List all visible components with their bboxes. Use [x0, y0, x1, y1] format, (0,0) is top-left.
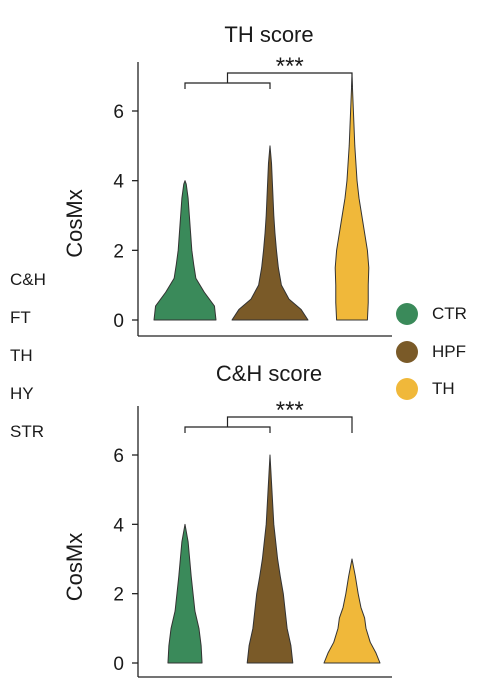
- y-tick-label: 2: [113, 585, 124, 606]
- significance-bracket-outer: [226, 72, 353, 87]
- y-tick-label: 6: [113, 102, 124, 123]
- violin-hpf: [246, 454, 294, 664]
- legend-item-ctr: CTR: [396, 302, 467, 326]
- y-axis-label: CosMx: [62, 189, 87, 257]
- violin-th: [334, 75, 370, 321]
- legend-label-hpf: HPF: [432, 342, 466, 361]
- side-label-ch: C&H: [10, 270, 46, 289]
- side-label-hy: HY: [10, 384, 34, 403]
- y-tick-label: 4: [113, 515, 124, 536]
- violin-th: [323, 558, 381, 664]
- significance-bracket-outer: [226, 416, 353, 433]
- y-tick-label: 0: [113, 654, 124, 675]
- significance-stars: ***: [276, 397, 304, 424]
- legend-item-th: TH: [396, 377, 455, 401]
- significance-bracket-inner: [184, 426, 271, 433]
- legend-item-hpf: HPF: [396, 340, 466, 364]
- significance-bracket-inner: [184, 82, 271, 89]
- y-tick-label: 2: [113, 241, 124, 262]
- significance-stars: ***: [276, 53, 304, 80]
- legend-label-th: TH: [432, 379, 455, 398]
- side-label-str: STR: [10, 422, 44, 441]
- y-tick-label: 6: [113, 446, 124, 467]
- chart-title: C&H score: [216, 361, 322, 386]
- y-axis-label: CosMx: [62, 533, 87, 601]
- legend-swatch-hpf: [396, 341, 418, 363]
- legend-label-ctr: CTR: [432, 304, 467, 323]
- side-label-th: TH: [10, 346, 33, 365]
- y-tick-label: 0: [113, 311, 124, 332]
- violin-ctr: [167, 523, 203, 664]
- chart-title: TH score: [224, 22, 313, 47]
- violin-hpf: [231, 145, 309, 321]
- violin-ctr: [153, 180, 217, 321]
- y-tick-label: 4: [113, 172, 124, 193]
- legend-swatch-ctr: [396, 303, 418, 325]
- legend-swatch-th: [396, 378, 418, 400]
- side-label-ft: FT: [10, 308, 31, 327]
